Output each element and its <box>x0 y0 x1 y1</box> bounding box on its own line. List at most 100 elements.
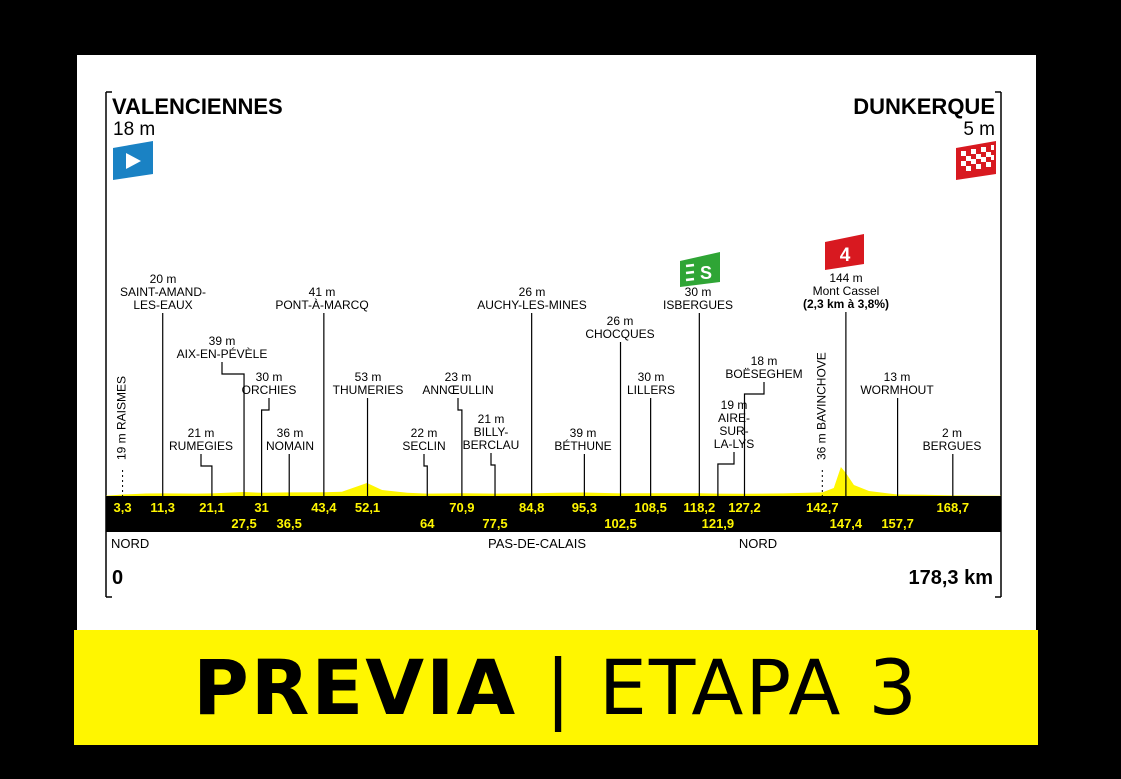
place-name: ISBERGUES <box>663 298 733 312</box>
place-guide-line <box>221 362 245 496</box>
place-altitude: 41 m <box>309 285 336 299</box>
km-label-bottom: 27,5 <box>231 516 256 531</box>
km-label-top: 108,5 <box>634 500 667 515</box>
km-label-bottom: 36,5 <box>277 516 302 531</box>
banner-previa: PREVIA <box>193 643 518 732</box>
place-name: LES-EAUX <box>133 298 192 312</box>
place-altitude: 39 m <box>209 334 236 348</box>
start-km: 0 <box>112 567 123 589</box>
region-nord-1: NORD <box>111 536 149 551</box>
place-name: LILLERS <box>627 383 675 397</box>
place-altitude: 30 m <box>685 285 712 299</box>
elevation-profile <box>106 467 1001 496</box>
climb-category-badge: 4 <box>825 234 864 270</box>
place-altitude: 21 m <box>188 426 215 440</box>
place-altitude: 2 m <box>942 426 962 440</box>
place-altitude: 30 m <box>638 370 665 384</box>
km-label-top: 95,3 <box>572 500 597 515</box>
finish-flag-icon <box>956 141 996 180</box>
start-name: VALENCIENNES <box>112 94 283 119</box>
place-altitude: 18 m <box>751 354 778 368</box>
stage-profile-card <box>77 55 1036 632</box>
km-label-bottom: 121,9 <box>702 516 735 531</box>
place-name: AIX-EN-PÉVÈLE <box>177 346 268 361</box>
title-banner: PREVIA | ETAPA 3 <box>74 630 1038 745</box>
place-name: LA-LYS <box>714 437 754 451</box>
place-name: BILLY- <box>474 425 509 439</box>
km-label-top: 127,2 <box>728 500 761 515</box>
km-label-bottom: 77,5 <box>482 516 507 531</box>
place-guide-line <box>717 452 735 496</box>
banner-text: PREVIA | ETAPA 3 <box>74 630 1038 745</box>
km-label-top: 52,1 <box>355 500 380 515</box>
place-name: ANNŒULLIN <box>422 383 493 397</box>
place-name: (2,3 km à 3,8%) <box>803 297 889 311</box>
place-name: THUMERIES <box>333 383 404 397</box>
place-name: PONT-À-MARCQ <box>275 297 368 312</box>
km-label-bottom: 147,4 <box>830 516 863 531</box>
km-label-top: 118,2 <box>683 500 715 515</box>
km-label-top: 168,7 <box>937 500 970 515</box>
sprint-badge-label: S <box>700 263 712 283</box>
place-name: BÉTHUNE <box>554 438 611 453</box>
km-label-top: 11,3 <box>150 500 175 515</box>
km-label-top: 31 <box>254 500 268 515</box>
place-label-vertical: 36 m BAVINCHOVE <box>814 352 828 460</box>
region-pas-de-calais: PAS-DE-CALAIS <box>488 536 586 551</box>
place-name: AUCHY-LES-MINES <box>477 298 587 312</box>
place-guide-line <box>743 382 765 496</box>
km-label-top: 70,9 <box>449 500 474 515</box>
km-label-bottom: 157,7 <box>881 516 914 531</box>
start-flag-icon <box>113 141 153 180</box>
km-label-top: 142,7 <box>806 500 839 515</box>
place-altitude: 21 m <box>478 412 505 426</box>
place-altitude: 13 m <box>884 370 911 384</box>
start-altitude: 18 m <box>113 119 155 140</box>
km-labels: 3,3 11,3 21,1 31 43,4 52,1 70,9 84,8 95,3 108,5 11… <box>114 500 970 531</box>
place-name: SUR- <box>719 424 748 438</box>
place-guide-line <box>423 454 428 496</box>
place-altitude: 30 m <box>256 370 283 384</box>
place-altitude: 22 m <box>411 426 438 440</box>
total-distance: 178,3 km <box>908 567 993 589</box>
place-altitude: 144 m <box>829 271 862 285</box>
place-name: BOËSEGHEM <box>725 367 802 381</box>
place-altitude: 53 m <box>355 370 382 384</box>
place-name: AIRE- <box>718 411 750 425</box>
place-name: SAINT-AMAND- <box>120 285 206 299</box>
place-altitude: 36 m <box>277 426 304 440</box>
finish-altitude: 5 m <box>963 119 995 140</box>
place-altitude: 19 m <box>721 398 748 412</box>
km-label-top: 84,8 <box>519 500 544 515</box>
place-name: ORCHIES <box>242 383 297 397</box>
km-label-bottom: 64 <box>420 516 435 531</box>
place-name: NOMAIN <box>266 439 314 453</box>
sprint-badge: S <box>680 252 720 287</box>
place-name: CHOCQUES <box>585 327 654 341</box>
place-name: SECLIN <box>402 439 445 453</box>
km-label-bottom: 102,5 <box>604 516 637 531</box>
region-nord-2: NORD <box>739 536 777 551</box>
place-guide-line <box>200 454 213 496</box>
place-name: BERCLAU <box>463 438 520 452</box>
place-name: RUMEGIES <box>169 439 233 453</box>
place-name: BERGUES <box>923 439 982 453</box>
place-name: Mont Cassel <box>813 284 880 298</box>
place-name: WORMHOUT <box>860 383 934 397</box>
km-label-top: 43,4 <box>311 500 337 515</box>
banner-stage: ETAPA 3 <box>598 643 919 732</box>
place-guide-line <box>261 398 270 496</box>
place-altitude: 39 m <box>570 426 597 440</box>
km-label-top: 21,1 <box>199 500 224 515</box>
finish-name: DUNKERQUE <box>853 94 995 119</box>
place-altitude: 23 m <box>445 370 472 384</box>
place-altitude: 20 m <box>150 272 177 286</box>
place-guide-line <box>490 453 496 496</box>
km-strip <box>106 496 1001 532</box>
place-guide-line <box>457 398 463 496</box>
place-altitude: 26 m <box>607 314 634 328</box>
banner-separator: | <box>545 643 571 732</box>
climb-badge-label: 4 <box>840 245 851 266</box>
